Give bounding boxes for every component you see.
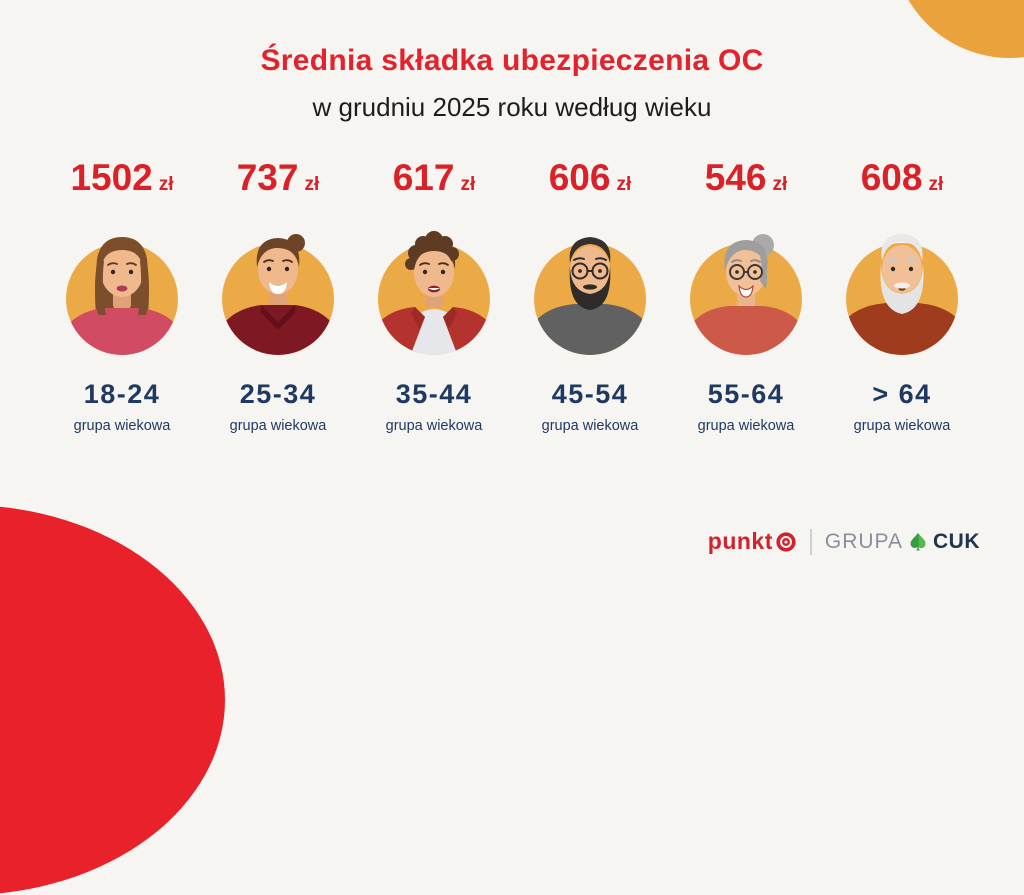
age-caption: grupa wiekowa — [541, 418, 639, 434]
currency-label: zł — [616, 174, 632, 195]
senior-woman-avatar-illustration — [690, 234, 802, 355]
cuk-logo-text: CUK — [933, 529, 980, 553]
currency-label: zł — [772, 174, 788, 195]
punkta-logo: punkt — [708, 528, 797, 555]
avatar-woman-curly-hair — [359, 209, 509, 359]
age-caption: grupa wiekowa — [73, 418, 171, 434]
premium-amount: 737 — [236, 157, 299, 198]
grupa-logo-text: GRUPA — [824, 529, 903, 553]
avatar-young-man-hair-bun — [203, 209, 353, 359]
age-range-label: 45-54 — [551, 379, 629, 409]
age-group-column-35-44: 617 zł — [359, 157, 509, 434]
premium-amount: 546 — [704, 157, 767, 198]
premium-amount: 608 — [860, 157, 923, 198]
page-subtitle: w grudniu 2025 roku według wieku — [312, 92, 712, 122]
young-man-avatar-illustration — [222, 234, 334, 355]
curly-woman-avatar-illustration — [378, 231, 490, 355]
logo-divider — [809, 528, 812, 555]
cuk-spade-icon — [910, 532, 926, 550]
currency-label: zł — [304, 174, 320, 195]
age-group-column-45-54: 606 zł — [515, 157, 665, 434]
age-range-label: 35-44 — [395, 379, 473, 409]
age-group-column-25-34: 737 zł 25-3 — [203, 157, 353, 434]
premium-value: 546 zł — [671, 157, 821, 199]
age-caption: grupa wiekowa — [229, 418, 327, 434]
premium-value: 617 zł — [359, 157, 509, 199]
age-group-column-over-64: 608 zł > 64 — [827, 157, 977, 434]
header: Średnia składka ubezpieczenia OC w grudn… — [0, 0, 1024, 123]
avatar-senior-woman-glasses — [671, 209, 821, 359]
currency-label: zł — [460, 174, 476, 195]
bearded-man-avatar-illustration — [534, 237, 646, 355]
age-range-label: 18-24 — [83, 379, 161, 409]
premium-value: 737 zł — [203, 157, 353, 199]
avatar-man-beard-glasses — [515, 209, 665, 359]
decorative-red-corner — [0, 505, 225, 895]
page-title: Średnia składka ubezpieczenia OC — [260, 44, 764, 77]
age-group-column-55-64: 546 zł — [671, 157, 821, 434]
premium-value: 608 zł — [827, 157, 977, 199]
age-range-label: 25-34 — [239, 379, 317, 409]
age-caption: grupa wiekowa — [385, 418, 483, 434]
age-caption: grupa wiekowa — [697, 418, 795, 434]
grupa-cuk-logo: GRUPA CUK — [825, 530, 980, 554]
punkta-logo-text: punkt — [707, 528, 773, 554]
age-range-label: 55-64 — [707, 379, 785, 409]
age-range-label: > 64 — [872, 379, 932, 409]
punkta-target-icon — [776, 531, 796, 552]
avatar-senior-man-white-beard — [827, 209, 977, 359]
currency-label: zł — [158, 174, 174, 195]
footer-logos: punkt GRUPA CUK — [708, 528, 980, 555]
premium-amount: 1502 — [70, 157, 153, 198]
senior-man-avatar-illustration — [846, 234, 958, 355]
age-groups-row: 1502 zł — [47, 157, 977, 434]
avatar-young-woman-brown-hair — [47, 209, 197, 359]
premium-value: 1502 zł — [47, 157, 197, 199]
age-caption: grupa wiekowa — [853, 418, 951, 434]
premium-value: 606 zł — [515, 157, 665, 199]
young-woman-avatar-illustration — [66, 237, 178, 355]
premium-amount: 606 — [548, 157, 611, 198]
currency-label: zł — [928, 174, 944, 195]
age-group-column-18-24: 1502 zł — [47, 157, 197, 434]
premium-amount: 617 — [392, 157, 455, 198]
